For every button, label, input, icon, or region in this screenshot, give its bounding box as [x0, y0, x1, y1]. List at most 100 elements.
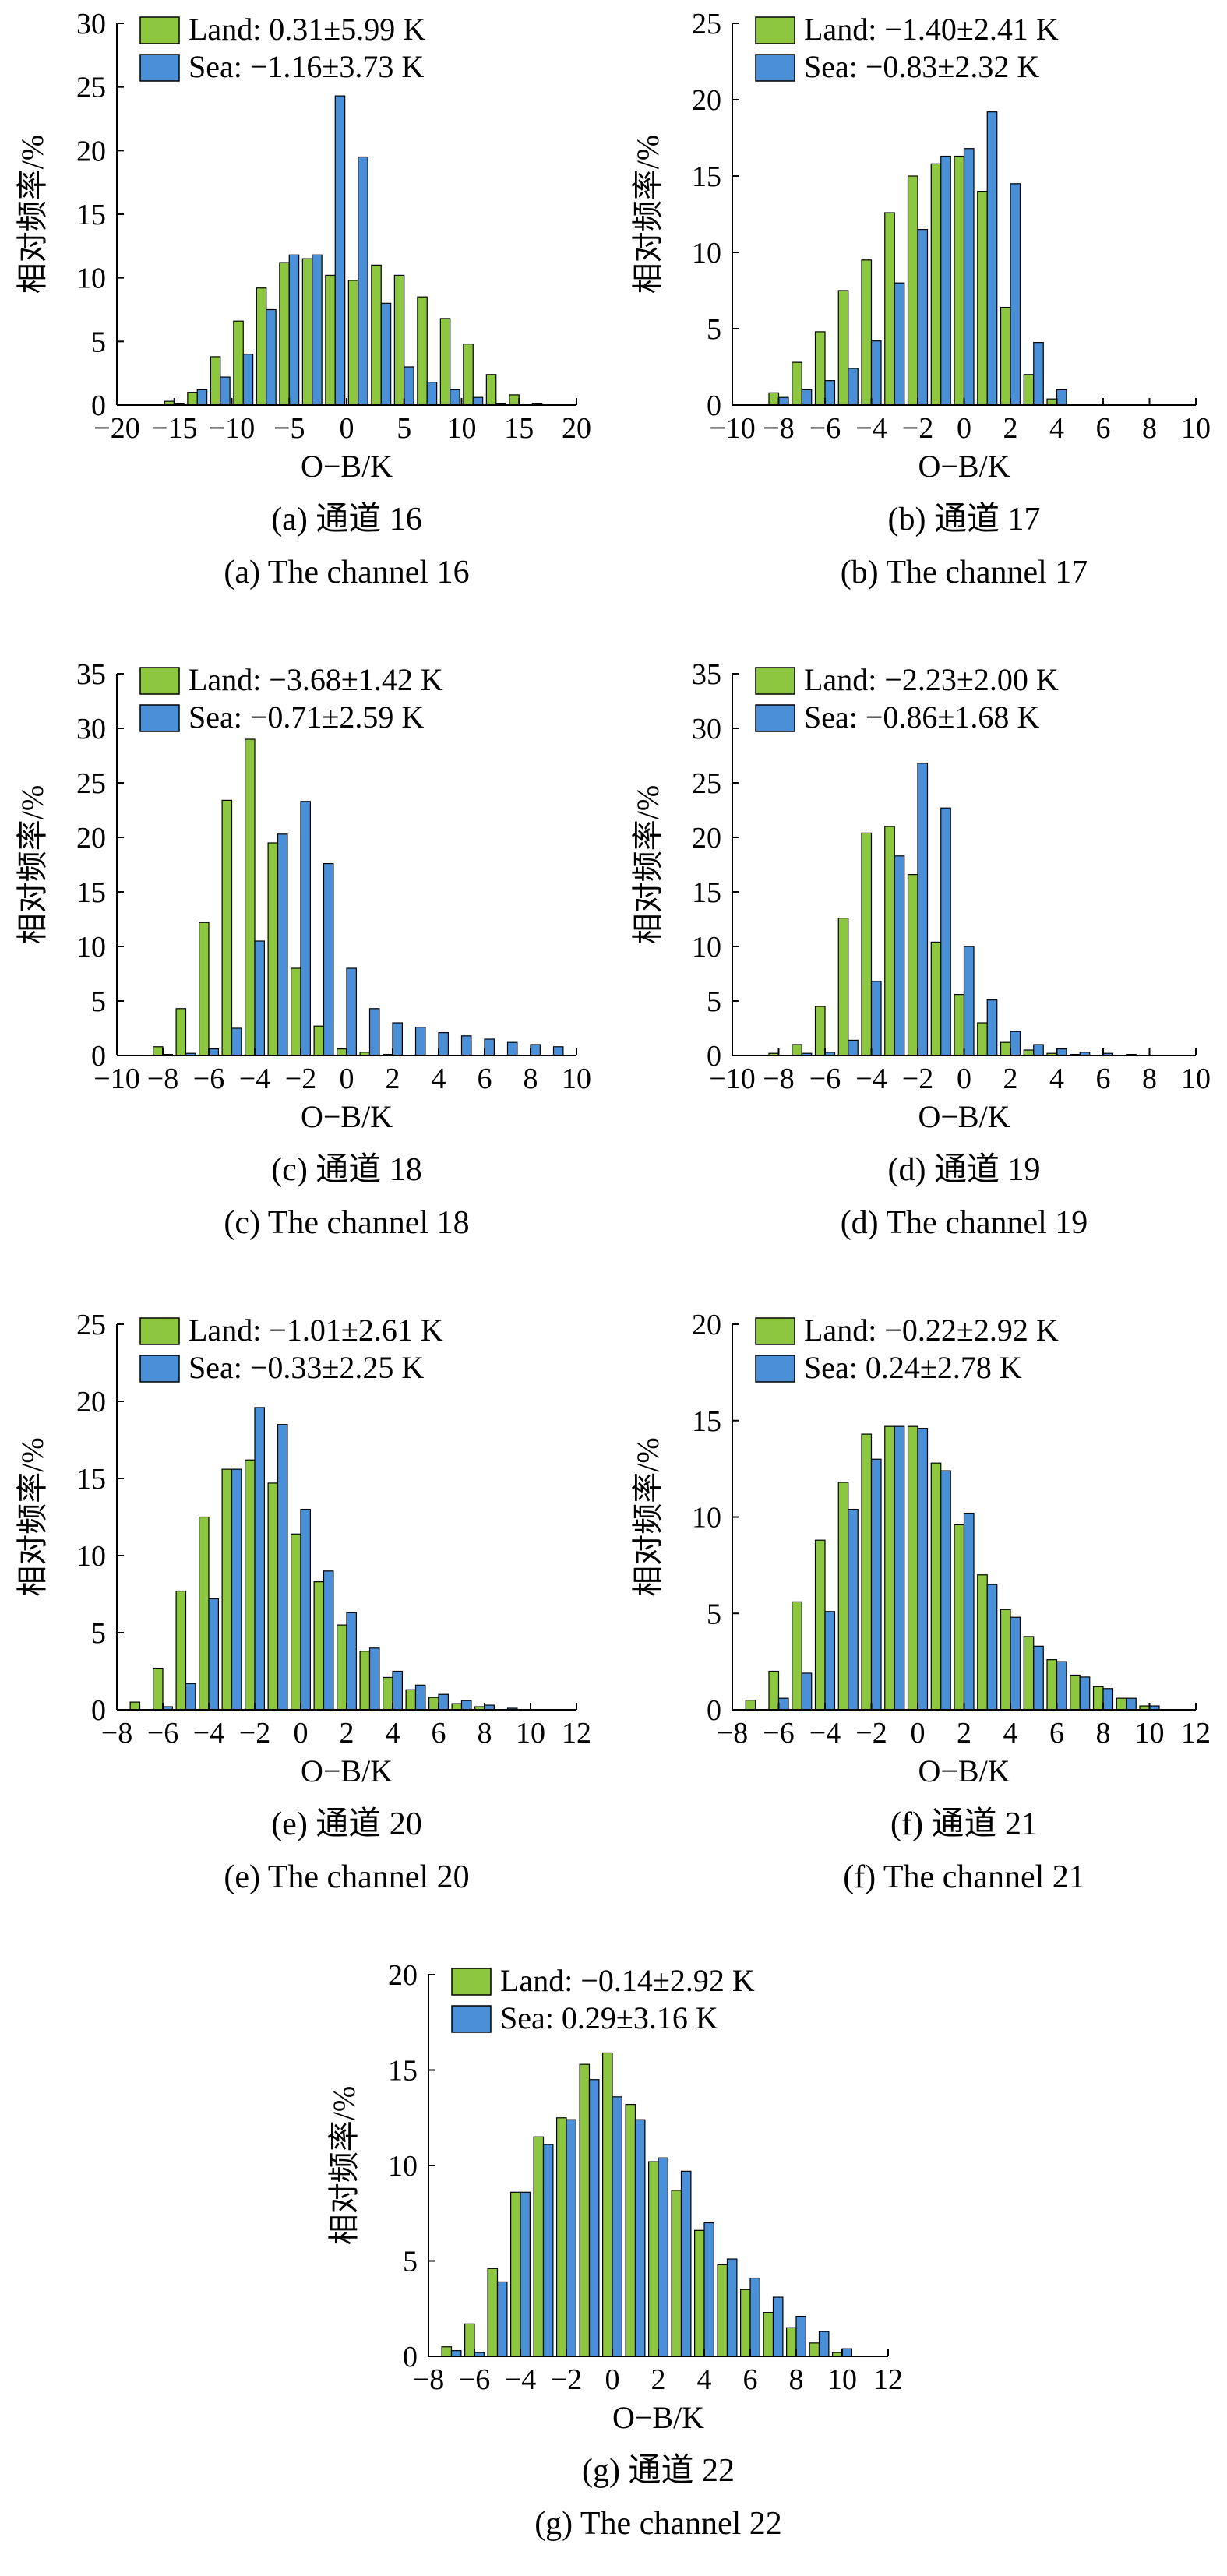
land-bar: [439, 318, 451, 406]
y-tick-label: 15: [692, 160, 721, 193]
x-tick-label: −8: [763, 412, 794, 445]
land-bar: [210, 356, 221, 406]
land-bar: [509, 394, 520, 406]
sea-bar: [1102, 1688, 1114, 1711]
caption-en: (d) The channel 19: [841, 1205, 1088, 1241]
x-tick-label: 2: [651, 2363, 666, 2396]
sea-bar: [658, 2157, 668, 2357]
y-axis-label: 相对频率/%: [15, 785, 50, 944]
sea-bar: [703, 2222, 714, 2357]
legend-sea-label: Sea: −0.33±2.25 K: [189, 1350, 424, 1385]
sea-bar: [917, 229, 929, 406]
caption-en: (f) The channel 21: [843, 1859, 1085, 1895]
land-bar: [371, 264, 382, 406]
sea-bar: [220, 376, 231, 406]
y-tick-label: 0: [91, 389, 106, 422]
x-tick-label: 6: [1096, 412, 1111, 445]
land-bar: [485, 374, 497, 406]
sea-bar: [208, 1598, 219, 1711]
sea-bar: [414, 1684, 426, 1711]
sea-bar: [1056, 389, 1067, 406]
x-tick-label: 2: [386, 1062, 400, 1095]
sea-bar: [484, 1038, 495, 1056]
legend-land-swatch: [139, 1317, 180, 1345]
land-bar: [417, 296, 428, 406]
sea-bar: [986, 111, 998, 406]
caption-en: (a) The channel 16: [224, 555, 469, 590]
land-bar: [221, 1468, 233, 1711]
land-bar: [175, 1590, 187, 1711]
sea-bar: [1033, 1044, 1044, 1056]
sea-bar: [1056, 1661, 1067, 1711]
land-bar: [441, 2346, 453, 2357]
land-bar: [792, 1601, 802, 1711]
caption-cn: (a) 通道 16: [271, 502, 422, 537]
y-tick-label: 5: [91, 1617, 106, 1650]
y-tick-label: 0: [707, 389, 721, 422]
sea-bar: [323, 862, 334, 1056]
x-tick-label: 10: [516, 1717, 545, 1750]
land-bar: [463, 344, 474, 406]
sea-bar: [254, 1407, 265, 1711]
sea-bar: [438, 1031, 449, 1056]
caption-en: (e) The channel 20: [224, 1859, 469, 1895]
land-bar: [814, 1539, 826, 1711]
land-bar: [884, 826, 895, 1056]
land-bar: [954, 993, 965, 1056]
y-tick-label: 30: [76, 8, 106, 41]
sea-bar: [963, 946, 975, 1056]
y-tick-label: 5: [707, 313, 721, 346]
sea-bar: [460, 1700, 472, 1711]
x-tick-label: 10: [447, 412, 477, 445]
caption-en: (c) The channel 18: [224, 1205, 469, 1241]
land-bar: [245, 1459, 256, 1711]
sea-bar: [368, 1008, 380, 1056]
caption-cn: (d) 通道 19: [888, 1152, 1041, 1188]
x-tick-label: −4: [855, 1062, 887, 1095]
x-tick-label: −4: [239, 1062, 270, 1095]
x-tick-label: 0: [340, 412, 354, 445]
y-tick-label: 15: [388, 2055, 418, 2088]
sea-bar: [231, 1468, 242, 1711]
sea-bar: [870, 981, 882, 1056]
sea-bar: [1010, 1031, 1021, 1056]
sea-bar: [438, 1693, 449, 1711]
land-bar: [837, 1482, 849, 1711]
land-bar: [1070, 1674, 1081, 1711]
x-tick-label: −8: [763, 1062, 794, 1095]
land-bar: [809, 2342, 820, 2357]
caption-cn: (g) 通道 22: [582, 2453, 735, 2489]
land-bar: [745, 1700, 756, 1711]
x-tick-label: 10: [827, 2363, 857, 2396]
land-bar: [153, 1667, 164, 1711]
legend-land-swatch: [139, 667, 180, 695]
land-bar: [625, 2104, 636, 2357]
sea-bar: [242, 354, 254, 406]
sea-bar: [460, 1035, 472, 1056]
x-tick-label: −8: [413, 2363, 444, 2396]
land-bar: [199, 1516, 210, 1711]
caption-en: (b) The channel 17: [841, 555, 1088, 590]
land-bar: [1023, 1049, 1035, 1056]
sea-bar: [940, 155, 951, 406]
sea-bar: [894, 282, 905, 406]
x-tick-label: 0: [605, 2363, 620, 2396]
y-axis-label: 相对频率/%: [15, 1437, 50, 1596]
land-bar: [383, 1676, 393, 1711]
sea-bar: [1126, 1697, 1137, 1711]
sea-bar: [450, 389, 460, 406]
land-bar: [1023, 1636, 1035, 1711]
sea-bar: [588, 2079, 600, 2357]
land-bar: [301, 258, 313, 406]
sea-bar: [1033, 1645, 1044, 1711]
land-bar: [337, 1048, 347, 1056]
land-bar: [279, 262, 290, 406]
land-bar: [861, 259, 873, 406]
y-axis-label: 相对频率/%: [630, 135, 665, 294]
y-tick-label: 15: [692, 876, 721, 909]
land-bar: [245, 738, 256, 1056]
land-bar: [1046, 398, 1058, 406]
